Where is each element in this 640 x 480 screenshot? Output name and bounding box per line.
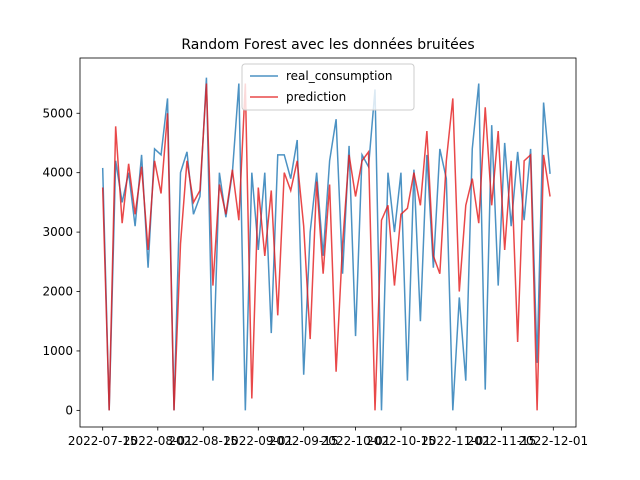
legend-label: real_consumption bbox=[286, 69, 392, 83]
x-tick-label: 2022-09-15 bbox=[269, 434, 339, 448]
y-tick-label: 0 bbox=[65, 403, 73, 417]
data-line bbox=[101, 77, 551, 411]
y-tick-label: 4000 bbox=[42, 166, 73, 180]
data-line bbox=[101, 83, 551, 411]
legend-label: prediction bbox=[286, 90, 346, 104]
y-tick-label: 1000 bbox=[42, 344, 73, 358]
x-tick-label: 2022-09-01 bbox=[223, 434, 293, 448]
legend-box bbox=[241, 63, 415, 111]
chart-title: Random Forest avec les données bruitées bbox=[181, 37, 474, 53]
x-tick-label: 2022-12-01 bbox=[518, 434, 588, 448]
x-tick-label: 2022-07-15 bbox=[68, 434, 138, 448]
x-tick-label: 2022-08-01 bbox=[123, 434, 193, 448]
x-tick-label: 2022-08-15 bbox=[168, 434, 238, 448]
legend: real_consumption prediction bbox=[241, 63, 415, 111]
y-tick-label: 2000 bbox=[42, 285, 73, 299]
x-tick-label: 2022-10-15 bbox=[366, 434, 436, 448]
plot-frame bbox=[79, 57, 577, 428]
x-tick-label: 2022-11-15 bbox=[467, 434, 537, 448]
y-tick-label: 5000 bbox=[42, 106, 73, 120]
y-tick-label: 3000 bbox=[42, 225, 73, 239]
x-tick-label: 2022-11-01 bbox=[421, 434, 491, 448]
x-tick-label: 2022-10-01 bbox=[321, 434, 391, 448]
